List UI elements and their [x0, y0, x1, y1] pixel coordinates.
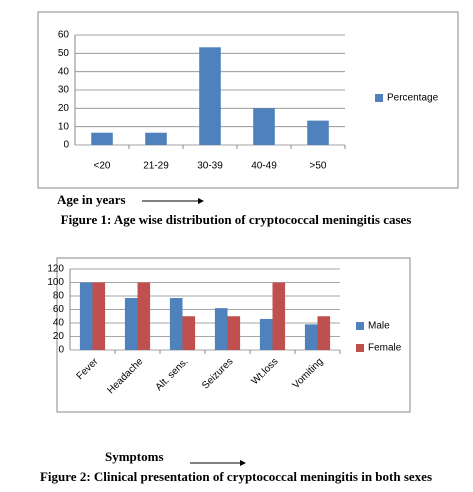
- y-tick-label: 20: [58, 103, 70, 114]
- x-tick-label: 40-49: [251, 161, 277, 172]
- bar: [92, 282, 106, 350]
- arrow-head: [240, 460, 246, 466]
- x-tick-label: Headache: [105, 356, 145, 396]
- bar: [169, 298, 183, 350]
- figure-caption: Figure 2: Clinical presentation of crypt…: [40, 469, 432, 484]
- bar: [214, 308, 228, 350]
- bar: [145, 132, 167, 145]
- bar: [304, 324, 318, 350]
- y-tick-label: 80: [53, 291, 65, 302]
- legend-swatch: [356, 344, 364, 352]
- bar: [317, 316, 331, 350]
- bar: [124, 298, 138, 350]
- bar: [259, 318, 273, 350]
- y-tick-label: 60: [58, 30, 70, 41]
- x-axis-label: Symptoms: [105, 449, 164, 464]
- bar: [227, 316, 241, 350]
- figure-caption: Figure 1: Age wise distribution of crypt…: [61, 212, 412, 227]
- y-tick-label: 0: [63, 140, 69, 151]
- y-tick-label: 0: [58, 345, 64, 356]
- bar: [199, 47, 221, 145]
- legend-label: Male: [368, 321, 390, 332]
- chart-frame: [37, 11, 459, 189]
- legend-swatch: [375, 94, 383, 102]
- x-tick-label: 21-29: [143, 161, 169, 172]
- bar: [253, 108, 275, 145]
- legend-label: Female: [368, 343, 402, 354]
- y-tick-label: 40: [58, 66, 70, 77]
- x-axis-label: Age in years: [57, 192, 126, 207]
- bar: [307, 120, 329, 145]
- y-tick-label: 60: [53, 304, 65, 315]
- y-tick-label: 50: [58, 48, 70, 59]
- bar: [272, 282, 286, 350]
- x-tick-label: <20: [94, 161, 111, 172]
- bar: [182, 316, 196, 350]
- y-tick-label: 30: [58, 85, 70, 96]
- y-tick-label: 20: [53, 331, 65, 342]
- legend-label: Percentage: [387, 93, 439, 104]
- x-tick-label: 30-39: [197, 161, 223, 172]
- arrow-head: [198, 198, 204, 204]
- bar: [91, 132, 113, 145]
- legend-swatch: [356, 322, 364, 330]
- x-tick-label: Alt. sens.: [154, 356, 191, 393]
- y-tick-label: 40: [53, 318, 65, 329]
- x-tick-label: Fever: [75, 356, 101, 382]
- y-tick-label: 100: [47, 277, 64, 288]
- chart-frame: [56, 257, 411, 413]
- x-tick-label: Seizures: [200, 356, 235, 391]
- y-tick-label: 10: [58, 121, 70, 132]
- bar: [79, 282, 93, 350]
- x-tick-label: Vomiting: [291, 356, 326, 391]
- x-tick-label: >50: [310, 161, 327, 172]
- y-tick-label: 120: [47, 264, 64, 275]
- bar: [137, 282, 151, 350]
- x-tick-label: Wt.loss: [250, 356, 281, 387]
